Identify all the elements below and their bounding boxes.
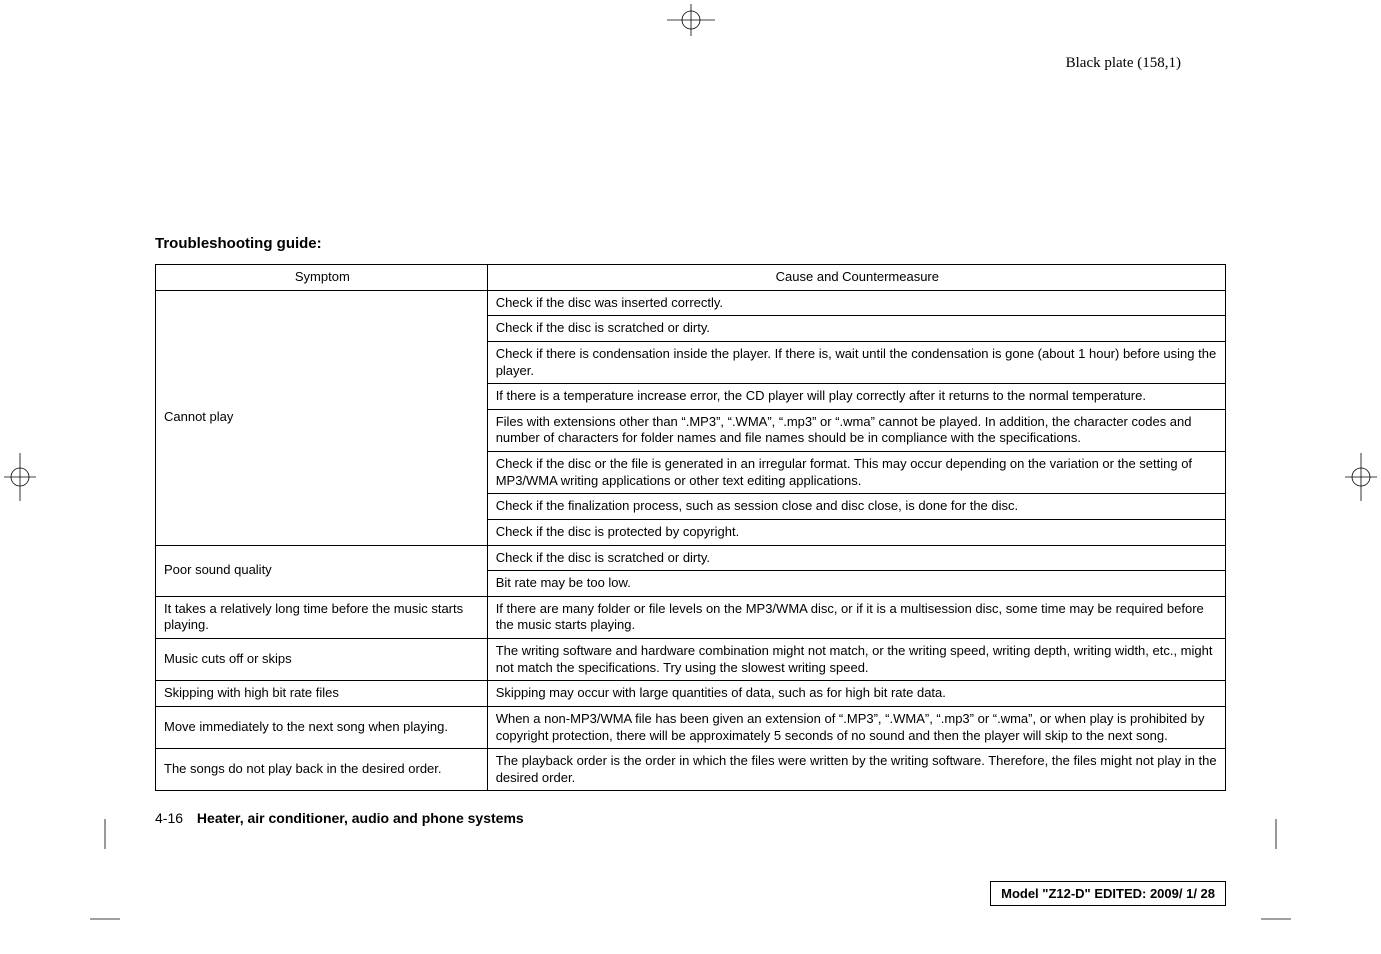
- cause-cell: Check if there is condensation inside th…: [487, 341, 1225, 383]
- symptom-cell: Poor sound quality: [156, 545, 488, 596]
- cause-cell: When a non-MP3/WMA file has been given a…: [487, 706, 1225, 748]
- cause-cell: Files with extensions other than “.MP3”,…: [487, 409, 1225, 451]
- symptom-cell: Cannot play: [156, 290, 488, 545]
- crop-mark-bottom-right-a: [1261, 819, 1291, 849]
- symptom-cell: Skipping with high bit rate files: [156, 681, 488, 707]
- crop-mark-bottom-left-a: [90, 819, 120, 849]
- symptom-cell: The songs do not play back in the desire…: [156, 749, 488, 791]
- cause-cell: Check if the disc is scratched or dirty.: [487, 316, 1225, 342]
- troubleshooting-heading: Troubleshooting guide:: [155, 235, 1226, 252]
- cause-cell: Check if the disc is scratched or dirty.: [487, 545, 1225, 571]
- cause-cell: The writing software and hardware combin…: [487, 639, 1225, 681]
- section-title: Heater, air conditioner, audio and phone…: [197, 810, 524, 826]
- table-row: The songs do not play back in the desire…: [156, 749, 1226, 791]
- page-number: 4-16: [155, 810, 183, 826]
- crop-mark-bottom-left-b: [90, 904, 120, 934]
- table-row: Skipping with high bit rate filesSkippin…: [156, 681, 1226, 707]
- table-row: Cannot playCheck if the disc was inserte…: [156, 290, 1226, 316]
- cause-cell: Check if the disc is protected by copyri…: [487, 519, 1225, 545]
- col-symptom: Symptom: [156, 265, 488, 291]
- model-edited-box: Model "Z12-D" EDITED: 2009/ 1/ 28: [990, 881, 1226, 906]
- crop-mark-top: [661, 0, 721, 40]
- table-row: It takes a relatively long time before t…: [156, 596, 1226, 638]
- crop-mark-left: [0, 447, 40, 507]
- crop-mark-right: [1341, 447, 1381, 507]
- cause-cell: Check if the finalization process, such …: [487, 494, 1225, 520]
- cause-cell: If there is a temperature increase error…: [487, 384, 1225, 410]
- table-row: Music cuts off or skipsThe writing softw…: [156, 639, 1226, 681]
- symptom-cell: Move immediately to the next song when p…: [156, 706, 488, 748]
- symptom-cell: Music cuts off or skips: [156, 639, 488, 681]
- cause-cell: Skipping may occur with large quantities…: [487, 681, 1225, 707]
- table-row: Poor sound qualityCheck if the disc is s…: [156, 545, 1226, 571]
- table-row: Move immediately to the next song when p…: [156, 706, 1226, 748]
- page-footer: 4-16 Heater, air conditioner, audio and …: [155, 810, 524, 826]
- plate-label: Black plate (158,1): [1066, 55, 1181, 72]
- page-content: Troubleshooting guide: Symptom Cause and…: [155, 235, 1226, 791]
- table-header-row: Symptom Cause and Countermeasure: [156, 265, 1226, 291]
- cause-cell: Bit rate may be too low.: [487, 571, 1225, 597]
- cause-cell: Check if the disc or the file is generat…: [487, 452, 1225, 494]
- cause-cell: Check if the disc was inserted correctly…: [487, 290, 1225, 316]
- cause-cell: If there are many folder or file levels …: [487, 596, 1225, 638]
- crop-mark-bottom-right-b: [1261, 904, 1291, 934]
- col-cause: Cause and Countermeasure: [487, 265, 1225, 291]
- cause-cell: The playback order is the order in which…: [487, 749, 1225, 791]
- symptom-cell: It takes a relatively long time before t…: [156, 596, 488, 638]
- troubleshooting-table: Symptom Cause and Countermeasure Cannot …: [155, 264, 1226, 791]
